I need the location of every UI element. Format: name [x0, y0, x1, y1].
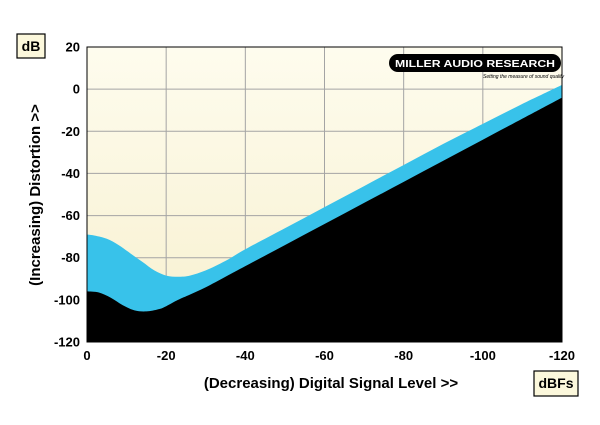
x-tick-label: -120	[549, 348, 575, 363]
y-tick-label: -120	[54, 335, 80, 350]
x-tick-label: -80	[394, 348, 413, 363]
y-tick-label: -100	[54, 292, 80, 307]
y-tick-label: -80	[61, 250, 80, 265]
x-tick-label: -40	[236, 348, 255, 363]
logo-tagline: Setting the measure of sound quality	[483, 74, 565, 80]
y-tick-label: -60	[61, 208, 80, 223]
x-tick-label: 0	[83, 348, 90, 363]
y-tick-labels: 20 0 -20 -40 -60 -80 -100 -120	[54, 40, 80, 350]
x-unit-box: dBFs	[533, 370, 579, 397]
x-axis-title: (Decreasing) Digital Signal Level >>	[204, 375, 458, 392]
y-tick-label: 0	[73, 82, 80, 97]
y-tick-label: -40	[61, 166, 80, 181]
noise-floor-area	[87, 97, 562, 342]
brand-logo: MILLER AUDIO RESEARCH Setting the measur…	[389, 54, 565, 80]
x-tick-label: -100	[470, 348, 496, 363]
y-axis-title: (Increasing) Distortion >>	[27, 104, 44, 286]
x-tick-labels: 0 -20 -40 -60 -80 -100 -120	[83, 348, 575, 363]
x-unit-label: dBFs	[539, 375, 574, 391]
y-tick-label: -20	[61, 124, 80, 139]
y-unit-box: dB	[16, 33, 46, 59]
x-tick-label: -20	[157, 348, 176, 363]
y-unit-label: dB	[22, 38, 41, 54]
y-tick-label: 20	[66, 40, 80, 55]
logo-pill	[389, 54, 561, 72]
plot-frame	[86, 46, 563, 343]
logo-text: MILLER AUDIO RESEARCH	[395, 59, 555, 70]
x-tick-label: -60	[315, 348, 334, 363]
